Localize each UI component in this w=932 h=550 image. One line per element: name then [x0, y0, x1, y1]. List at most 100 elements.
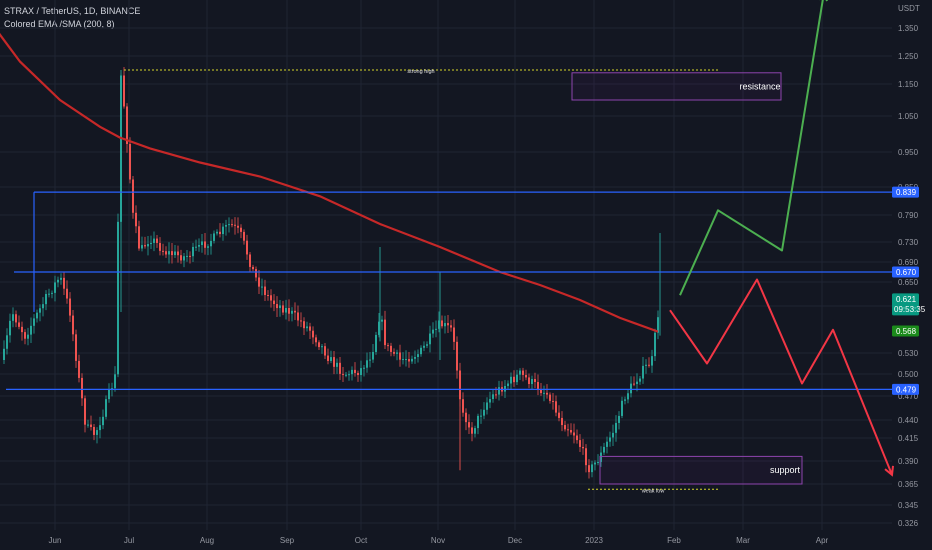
candle: [342, 366, 344, 383]
y-tick-label: 0.650: [898, 278, 919, 287]
candle: [429, 325, 431, 353]
candle: [576, 429, 578, 444]
candle: [414, 350, 416, 364]
y-tick-label: 0.326: [898, 519, 919, 528]
candle: [285, 299, 287, 320]
support-zone[interactable]: [599, 455, 803, 485]
candle: [84, 395, 86, 433]
candle: [219, 223, 221, 238]
candle: [627, 389, 629, 404]
candle: [654, 328, 656, 361]
candle: [387, 342, 389, 352]
candle: [453, 319, 455, 350]
candle: [138, 220, 140, 251]
candle: [306, 321, 308, 332]
candle: [57, 276, 59, 288]
candle: [228, 217, 230, 233]
candle: [273, 294, 275, 312]
candle: [216, 229, 218, 236]
candle: [147, 236, 149, 256]
candle: [21, 321, 23, 341]
candle: [267, 290, 269, 301]
x-tick-label: Dec: [508, 536, 522, 545]
candle: [213, 230, 215, 244]
candle: [468, 414, 470, 435]
candle: [294, 302, 296, 321]
candle: [207, 244, 209, 256]
candle: [384, 310, 386, 350]
x-tick-label: Mar: [736, 536, 750, 545]
candle: [507, 380, 509, 390]
candle: [591, 460, 593, 478]
candle: [552, 392, 554, 410]
candle: [594, 460, 596, 471]
resistance-zone[interactable]: [571, 72, 782, 101]
candle: [489, 391, 491, 409]
candle: [291, 307, 293, 322]
candle: [36, 309, 38, 323]
candle: [321, 344, 323, 354]
candle: [615, 415, 617, 442]
price-tag-countdown: 09:53:35: [894, 305, 926, 314]
candle: [108, 383, 110, 403]
price-tag[interactable]: 0.479: [892, 383, 919, 395]
candle: [339, 356, 341, 381]
x-tick-label: Jun: [49, 536, 62, 545]
candle: [231, 219, 233, 228]
candle: [96, 427, 98, 444]
candle: [261, 278, 263, 296]
candle: [411, 355, 413, 364]
candle: [129, 137, 131, 184]
candle: [39, 304, 41, 322]
candle: [522, 367, 524, 382]
x-tick-label: Jul: [124, 536, 134, 545]
price-tag[interactable]: 0.670: [892, 266, 919, 278]
candle: [636, 373, 638, 392]
candle: [27, 327, 29, 346]
candle: [225, 219, 227, 236]
x-tick-label: Aug: [200, 536, 214, 545]
x-tick-label: Nov: [431, 536, 445, 545]
candle: [102, 409, 104, 430]
candle: [144, 236, 146, 249]
strong-high-label: strong high: [407, 69, 434, 75]
y-axis-unit: USDT: [898, 4, 920, 13]
candle: [579, 434, 581, 453]
candle: [381, 315, 383, 331]
candle: [78, 354, 80, 383]
candle: [471, 422, 473, 442]
candle: [45, 290, 47, 311]
candle: [279, 299, 281, 317]
candle: [300, 312, 302, 328]
candle: [606, 436, 608, 454]
candle: [288, 299, 290, 322]
y-tick-label: 1.150: [898, 80, 919, 89]
candle: [558, 405, 560, 422]
price-tag[interactable]: 0.568: [892, 325, 919, 337]
candle: [249, 251, 251, 272]
y-tick-label: 0.500: [898, 370, 919, 379]
candle: [336, 358, 338, 374]
candle: [198, 238, 200, 252]
projection-bearish[interactable]: [669, 278, 893, 476]
candle: [63, 272, 65, 296]
candle: [360, 360, 362, 382]
candle: [12, 307, 14, 328]
candle: [186, 249, 188, 262]
candle: [645, 359, 647, 374]
candle: [528, 373, 530, 389]
candle: [444, 315, 446, 334]
candle: [9, 313, 11, 343]
candle: [117, 213, 119, 378]
candle: [66, 280, 68, 304]
price-tag[interactable]: 0.839: [892, 186, 919, 198]
candle: [252, 264, 254, 272]
candle: [438, 311, 440, 333]
candle: [18, 315, 20, 330]
candle: [534, 372, 536, 389]
candle: [222, 223, 224, 241]
projection-bullish[interactable]: [679, 0, 824, 296]
candle: [90, 415, 92, 431]
